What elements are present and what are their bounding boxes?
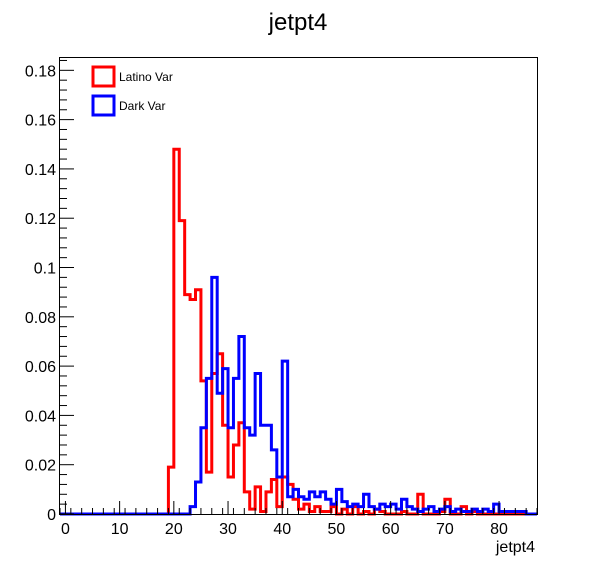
y-tick-label: 0.02	[25, 458, 56, 475]
y-tick-label: 0.14	[25, 162, 56, 179]
series-line-dark-var	[60, 275, 537, 516]
y-tick-label: 0.04	[25, 408, 56, 425]
x-tick-label: 60	[382, 521, 400, 538]
x-tick-label: 70	[436, 521, 454, 538]
x-tick-label: 20	[165, 521, 183, 538]
x-tick-label: 10	[111, 521, 129, 538]
x-tick-label: 0	[61, 521, 70, 538]
x-axis: 0 10 20 30 40 50 60 70 80	[59, 501, 538, 538]
x-tick-label: 80	[490, 521, 508, 538]
legend: Latino Var Dark Var	[91, 65, 173, 117]
series-line-latino-var	[60, 147, 537, 516]
y-tick-label: 0.1	[34, 261, 56, 278]
y-tick-label: 0.18	[25, 63, 56, 80]
y-tick-label: 0.08	[25, 310, 56, 327]
x-tick-label: 30	[219, 521, 237, 538]
x-axis-title: jetpt4	[495, 539, 535, 556]
chart-title: jetpt4	[268, 9, 328, 36]
legend-label-latino-var: Latino Var	[119, 70, 173, 84]
y-tick-label: 0.12	[25, 211, 56, 228]
y-tick-label: 0.16	[25, 113, 56, 130]
y-axis: 0 0.02 0.04 0.06 0.08 0.1 0.12 0.14 0.16 0.18	[25, 59, 74, 524]
legend-label-dark-var: Dark Var	[119, 99, 165, 113]
y-tick-label: 0.06	[25, 359, 56, 376]
x-tick-label: 50	[328, 521, 346, 538]
legend-swatch-dark-var	[91, 94, 116, 117]
legend-swatch-latino-var	[91, 65, 116, 88]
x-tick-label: 40	[273, 521, 291, 538]
series-layer	[60, 147, 537, 516]
y-tick-label: 0	[47, 507, 56, 524]
plot-frame	[59, 57, 538, 515]
